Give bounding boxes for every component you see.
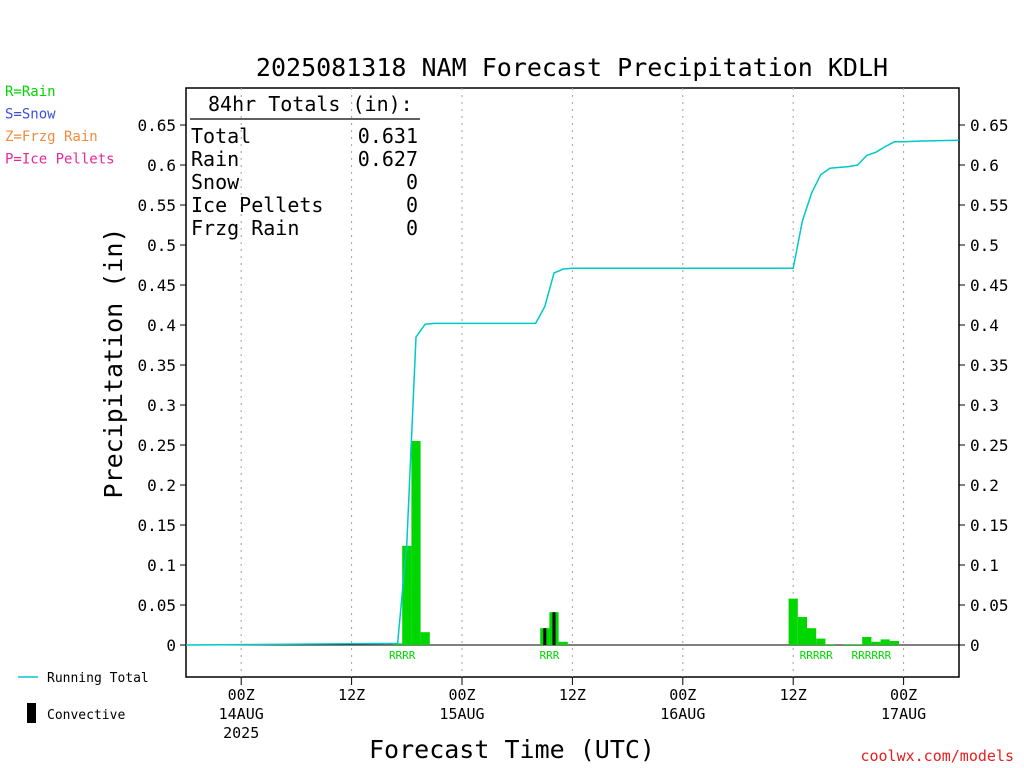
y-tick-label-right: 0 (970, 636, 980, 655)
y-tick-label-right: 0.3 (970, 396, 999, 415)
totals-row-label: Total (191, 124, 251, 148)
ptype-label: RRRRR (800, 649, 833, 662)
running-total-legend-label: Running Total (47, 671, 149, 686)
credit-text: coolwx.com/models (860, 747, 1014, 765)
x-tick-label: 00Z (890, 686, 917, 704)
y-tick-label-left: 0.1 (147, 556, 176, 575)
y-tick-label-right: 0.5 (970, 236, 999, 255)
convective-legend: Convective (27, 703, 125, 723)
rain-bar (853, 644, 863, 645)
y-tick-label-left: 0.6 (147, 156, 176, 175)
totals-row-value: 0.631 (358, 124, 418, 148)
ptype-label: RRRRRR (852, 649, 892, 662)
convective-swatch (27, 703, 36, 723)
x-tick-label: 12Z (780, 686, 807, 704)
y-axis-label: Precipitation (in) (99, 228, 128, 499)
rain-bar (862, 637, 872, 645)
vertical-gridlines (240, 88, 905, 677)
rain-bar (807, 628, 817, 645)
chart-title: 2025081318 NAM Forecast Precipitation KD… (256, 53, 888, 82)
y-tick-label-right: 0.25 (970, 436, 1009, 455)
y-tick-label-right: 0.1 (970, 556, 999, 575)
x-tick-date-label: 16AUG (660, 705, 705, 723)
rain-bar (825, 644, 835, 645)
x-tick-label: 00Z (228, 686, 255, 704)
x-tick-label: 00Z (669, 686, 696, 704)
y-tick-label-right: 0.05 (970, 596, 1009, 615)
totals-row-label: Snow (191, 170, 240, 194)
ptype-label: RRRR (389, 649, 416, 662)
rain-bar (402, 545, 412, 645)
ptype-legend-item: R=Rain (5, 84, 56, 100)
y-tick-label-left: 0.65 (137, 116, 176, 135)
convective-bar (543, 628, 547, 645)
rain-bar (411, 441, 421, 645)
y-tick-label-left: 0.15 (137, 516, 176, 535)
x-tick-label: 12Z (559, 686, 586, 704)
y-tick-label-right: 0.55 (970, 196, 1009, 215)
rain-bar (880, 639, 890, 645)
x-tick-label: 00Z (448, 686, 475, 704)
totals-row-label: Rain (191, 147, 239, 171)
convective-legend-label: Convective (47, 708, 125, 723)
convective-bar (552, 612, 556, 645)
y-tick-label-right: 0.35 (970, 356, 1009, 375)
x-tick-year-label: 2025 (223, 724, 259, 742)
y-tick-label-left: 0 (166, 636, 176, 655)
ptype-legend-item: P=Ice Pellets (5, 152, 115, 168)
totals-header: 84hr Totals (in): (208, 92, 413, 116)
rain-bar (558, 641, 568, 645)
y-axis-ticks: 0.65 0.65 0.6 0.6 0.55 0.55 0.5 0.5 0.45 0.45 0.4 0… (137, 116, 1008, 655)
rain-bar (816, 638, 826, 645)
y-tick-label-left: 0.25 (137, 436, 176, 455)
running-total-legend: Running Total (18, 671, 149, 686)
ptype-legend-item: S=Snow (5, 107, 56, 123)
x-tick-date-label: 15AUG (439, 705, 484, 723)
ptype-label: RRR (539, 649, 559, 662)
y-tick-label-left: 0.05 (137, 596, 176, 615)
totals-row-value: 0.627 (358, 147, 418, 171)
totals-row-value: 0 (406, 216, 418, 240)
rain-bar (889, 641, 899, 645)
x-tick-date-label: 14AUG (219, 705, 264, 723)
totals-row-label: Ice Pellets (191, 193, 323, 217)
y-tick-label-left: 0.3 (147, 396, 176, 415)
ptype-legend-item: Z=Frzg Rain (5, 129, 98, 145)
y-tick-label-right: 0.65 (970, 116, 1009, 135)
rain-bar (797, 617, 807, 645)
rain-bar (420, 632, 430, 645)
totals-row-label: Frzg Rain (191, 216, 299, 240)
precip-type-labels: RRRR RRR RRRRR RRRRRR (389, 649, 892, 662)
x-axis-label: Forecast Time (UTC) (369, 735, 655, 764)
y-tick-label-left: 0.2 (147, 476, 176, 495)
y-tick-label-right: 0.45 (970, 276, 1009, 295)
y-tick-label-right: 0.4 (970, 316, 999, 335)
precip-type-legend: R=Rain S=Snow Z=Frzg Rain P=Ice Pellets (5, 84, 115, 168)
y-tick-label-left: 0.4 (147, 316, 176, 335)
y-tick-label-left: 0.55 (137, 196, 176, 215)
running-total-line (185, 139, 959, 646)
rain-bar (843, 644, 853, 645)
y-tick-label-right: 0.6 (970, 156, 999, 175)
y-tick-label-left: 0.45 (137, 276, 176, 295)
y-tick-label-right: 0.15 (970, 516, 1009, 535)
totals-box: 84hr Totals (in): Total 0.631 Rain 0.627 Sno… (190, 92, 420, 240)
x-tick-label: 12Z (338, 686, 365, 704)
y-tick-label-left: 0.5 (147, 236, 176, 255)
x-tick-date-label: 17AUG (881, 705, 926, 723)
y-tick-label-right: 0.2 (970, 476, 999, 495)
totals-row-value: 0 (406, 170, 418, 194)
totals-row-value: 0 (406, 193, 418, 217)
rain-bar (788, 598, 798, 645)
y-tick-label-left: 0.35 (137, 356, 176, 375)
precip-bars (393, 441, 899, 645)
rain-bar (871, 641, 881, 645)
rain-bar (393, 643, 403, 645)
